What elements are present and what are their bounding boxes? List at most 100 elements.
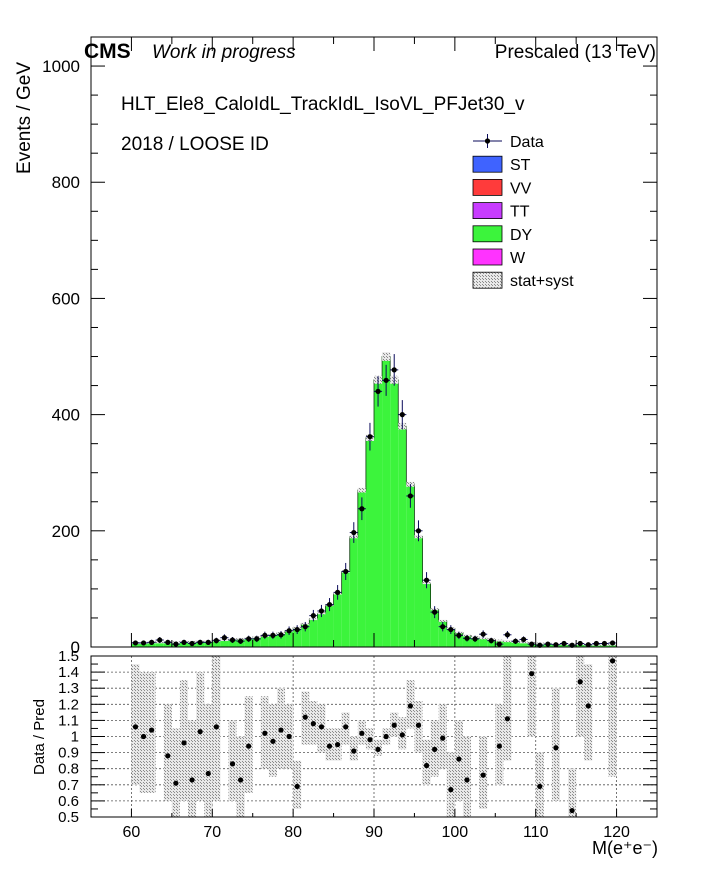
data-point-32 xyxy=(391,367,397,373)
data-point-45 xyxy=(496,641,502,647)
dy-bar-12 xyxy=(228,639,237,647)
ratio-ytick-label: 1 xyxy=(71,729,79,746)
ratio-y-axis-label: Data / Pred xyxy=(31,699,48,775)
ratio-point-22 xyxy=(335,741,341,748)
dy-bar-14 xyxy=(244,638,253,647)
main-ytick-label: 800 xyxy=(52,173,80,192)
ratio-point-21 xyxy=(326,743,333,749)
data-point-33 xyxy=(399,412,405,418)
dy-bar-17 xyxy=(268,634,277,647)
ratio-point-17 xyxy=(294,783,300,790)
dy-bar-23 xyxy=(317,613,326,647)
data-point-26 xyxy=(343,568,349,575)
ratio-band-46 xyxy=(576,656,585,737)
ratio-point-43 xyxy=(537,783,543,790)
data-point-0 xyxy=(132,640,139,646)
ratio-point-18 xyxy=(302,714,308,720)
ratio-point-29 xyxy=(391,722,397,728)
ratio-point-37 xyxy=(456,756,462,762)
ratio-xtick-label: 90 xyxy=(365,824,383,841)
ratio-point-14 xyxy=(270,738,276,744)
data-point-3 xyxy=(157,637,163,643)
ratio-xtick-label: 60 xyxy=(123,824,141,841)
data-point-15 xyxy=(254,636,260,642)
dy-bar-37 xyxy=(430,609,439,647)
ratio-point-8 xyxy=(205,770,211,777)
ratio-band-11 xyxy=(236,736,245,817)
ratio-point-42 xyxy=(529,671,535,677)
ratio-band-1 xyxy=(139,672,148,793)
ratio-point-39 xyxy=(480,772,486,778)
ratio-point-24 xyxy=(351,748,357,754)
ratio-ytick-label: 1.3 xyxy=(58,680,79,697)
band-bin-46 xyxy=(503,640,512,643)
data-point-56 xyxy=(585,642,591,648)
ratio-band-3 xyxy=(163,704,172,801)
ratio-point-16 xyxy=(286,733,292,740)
legend-label-w: W xyxy=(510,250,526,267)
data-point-47 xyxy=(512,638,519,644)
data-point-37 xyxy=(432,609,438,615)
data-point-14 xyxy=(246,636,252,642)
data-point-40 xyxy=(456,632,462,638)
main-ytick-label: 1000 xyxy=(42,57,80,76)
ratio-point-9 xyxy=(213,724,219,730)
ratio-band-48 xyxy=(608,656,617,777)
dy-bar-39 xyxy=(446,628,455,647)
dy-bar-31 xyxy=(382,356,391,647)
data-point-25 xyxy=(335,589,341,595)
ratio-point-32 xyxy=(415,722,422,728)
dy-bar-46 xyxy=(503,641,512,647)
data-point-53 xyxy=(561,640,567,647)
legend-swatch-w xyxy=(472,248,503,266)
ratio-point-3 xyxy=(165,753,171,759)
data-point-43 xyxy=(480,631,486,637)
legend-label-stat-syst: stat+syst xyxy=(510,273,574,290)
legend-label-data: Data xyxy=(510,134,544,151)
data-point-12 xyxy=(229,637,236,643)
data-point-48 xyxy=(520,636,527,643)
trigger-label: HLT_Ele8_CaloIdL_TrackIdL_IsoVL_PFJet30_… xyxy=(121,94,525,115)
data-point-18 xyxy=(278,632,284,638)
ratio-point-33 xyxy=(423,762,430,769)
band-bin-28 xyxy=(357,487,366,493)
data-point-19 xyxy=(286,628,292,634)
selection-label: 2018 / LOOSE ID xyxy=(121,134,269,155)
main-y-axis-label: Events / GeV xyxy=(14,62,35,174)
ratio-point-36 xyxy=(448,787,454,793)
dy-bar-24 xyxy=(325,605,334,647)
dy-bar-59 xyxy=(608,644,617,647)
main-dy-histogram xyxy=(131,356,617,647)
energy-label: Prescaled (13 TeV) xyxy=(495,42,656,63)
ratio-xtick-label: 80 xyxy=(284,824,302,841)
ratio-point-15 xyxy=(278,727,284,733)
dy-bar-35 xyxy=(414,536,423,647)
ratio-point-1 xyxy=(140,733,147,740)
legend-swatch-dy xyxy=(472,225,503,243)
data-point-49 xyxy=(529,641,535,647)
dy-bar-20 xyxy=(293,627,302,647)
ratio-xtick-label: 70 xyxy=(203,824,221,841)
ratio-band-8 xyxy=(204,704,213,817)
data-point-42 xyxy=(472,636,478,642)
dy-bar-48 xyxy=(519,642,528,647)
ratio-ytick-label: 0.7 xyxy=(58,777,79,794)
data-point-35 xyxy=(415,528,422,534)
ratio-point-28 xyxy=(383,733,389,740)
ratio-band-45 xyxy=(568,768,577,817)
ratio-point-38 xyxy=(464,777,470,783)
ratio-point-41 xyxy=(504,716,511,722)
data-point-52 xyxy=(553,642,559,648)
ratio-xtick-label: 110 xyxy=(523,824,549,841)
dy-bar-26 xyxy=(341,571,350,647)
ratio-point-23 xyxy=(343,724,349,730)
band-bin-31 xyxy=(382,352,391,361)
dy-bar-43 xyxy=(479,638,488,647)
data-point-46 xyxy=(504,632,511,638)
dy-bar-28 xyxy=(357,490,366,647)
data-point-41 xyxy=(464,635,470,641)
dy-bar-38 xyxy=(438,620,447,647)
axes-ticks: 020040060080010000.50.60.70.80.911.11.21… xyxy=(42,36,658,841)
